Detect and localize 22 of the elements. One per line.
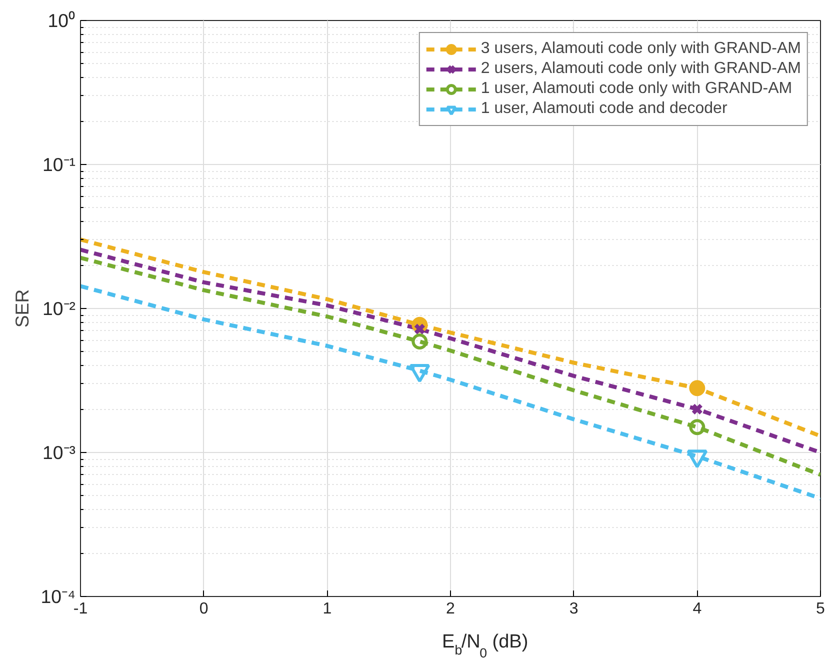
x-tick-label: 3 — [569, 600, 578, 618]
x-tick-label: 4 — [692, 600, 702, 618]
point — [689, 419, 706, 436]
line-series — [80, 284, 820, 500]
y-tick-label: 10⁰ — [48, 10, 76, 31]
x-tick-label: -1 — [73, 600, 88, 618]
y-tick-label: 10⁻¹ — [42, 154, 76, 175]
legend-label: 2 users, Alamouti code only with GRAND-AM — [480, 60, 801, 78]
y-tick-label: 10⁻⁴ — [40, 586, 76, 607]
y-axis-title: SER — [12, 289, 33, 328]
legend-label: 3 users, Alamouti code only with GRAND-AM — [480, 40, 801, 58]
point — [691, 403, 704, 416]
x-tick-label: 2 — [446, 600, 456, 618]
x-tick-label: 0 — [199, 600, 208, 618]
legend-label: 1 user, Alamouti code only with GRAND-AM — [480, 80, 792, 98]
point — [412, 334, 428, 350]
x-tick-label: 5 — [816, 600, 826, 618]
y-tick-label: 10⁻² — [42, 298, 76, 319]
point — [689, 380, 706, 396]
legend-label: 1 user, Alamouti code and decoder — [480, 100, 728, 118]
x-tick-label: 1 — [322, 600, 332, 618]
y-tick-label: 10⁻³ — [42, 442, 76, 463]
